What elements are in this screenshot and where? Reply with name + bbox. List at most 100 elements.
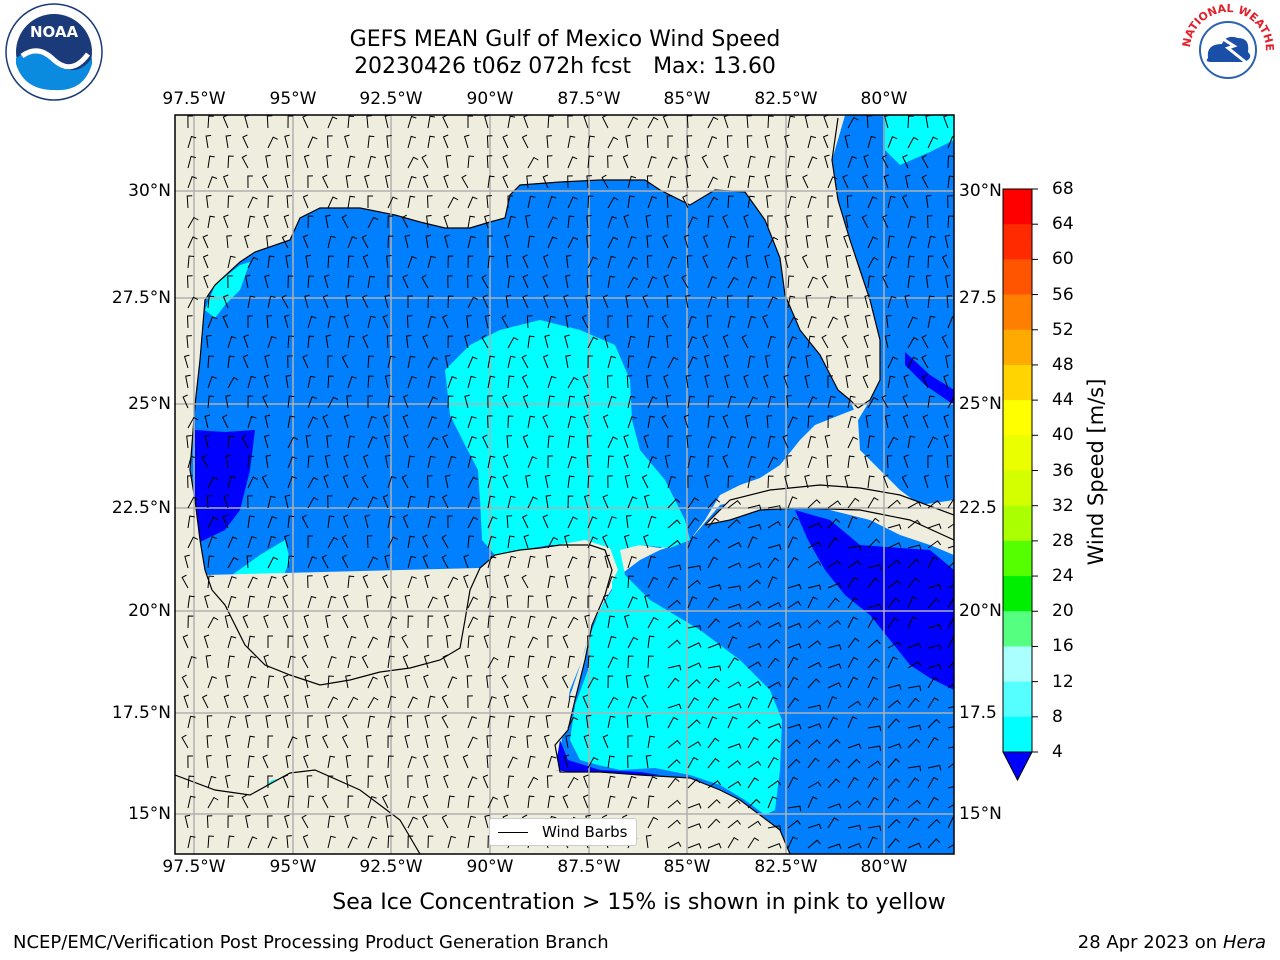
colorbar-segment <box>1003 470 1032 507</box>
wind-barb <box>545 494 552 509</box>
wind-barb <box>927 523 942 529</box>
wind-barb <box>502 134 509 149</box>
wind-barb <box>682 194 689 209</box>
wind-barb <box>442 434 449 449</box>
wind-barb <box>627 575 634 589</box>
wind-barb <box>767 756 779 769</box>
wind-barb <box>643 434 650 449</box>
wind-barb <box>245 714 251 729</box>
wind-barb <box>627 655 634 669</box>
wind-barb <box>567 196 578 209</box>
wind-barb <box>827 518 841 529</box>
wind-barb <box>463 134 470 149</box>
wind-barb <box>882 474 889 489</box>
wind-barb <box>807 499 821 509</box>
wind-barb <box>722 334 729 349</box>
wind-barb <box>407 696 418 709</box>
wind-barb <box>187 515 195 529</box>
wind-barb <box>206 715 213 729</box>
footer-credit: NCEP/EMC/Verification Post Processing Pr… <box>13 932 609 953</box>
wind-barb <box>482 774 489 789</box>
wind-barb <box>284 494 291 509</box>
wind-barb <box>263 614 269 629</box>
wind-barb <box>827 778 841 789</box>
wind-barb <box>547 435 555 449</box>
wind-barb <box>507 735 516 749</box>
wind-barb <box>522 394 529 409</box>
wind-barb <box>807 396 818 409</box>
wind-barb <box>587 595 593 608</box>
wind-barb <box>267 495 276 509</box>
wind-barb <box>367 216 379 229</box>
wind-barb <box>707 196 719 209</box>
wind-barb <box>807 522 822 529</box>
wind-barb <box>707 584 722 590</box>
wind-barb <box>282 674 289 689</box>
wind-barb <box>844 474 850 489</box>
graticule <box>175 115 954 854</box>
wind-barb <box>547 115 554 129</box>
wind-barb <box>547 755 557 769</box>
wind-barb <box>243 234 250 249</box>
wind-barb <box>245 814 251 829</box>
wind-barb <box>607 715 616 729</box>
wind-barb <box>587 336 599 349</box>
wind-barb <box>707 435 717 449</box>
wind-barb <box>407 795 416 809</box>
wind-barb <box>422 554 429 569</box>
map-border <box>174 114 955 855</box>
wind-barb <box>267 836 278 849</box>
wind-barb <box>545 594 552 609</box>
colorbar-extend <box>1002 751 1033 782</box>
wind-barb <box>247 395 254 409</box>
wind-barb <box>686 135 693 149</box>
wind-barb <box>921 174 929 189</box>
wind-barb <box>687 719 701 729</box>
wind-barb <box>827 195 833 208</box>
wind-barb <box>647 515 657 529</box>
colorbar-tick: 32 <box>1052 495 1074 516</box>
wind-barb <box>947 843 954 849</box>
wind-barb <box>807 195 817 209</box>
wind-barb <box>927 295 935 309</box>
wind-barb <box>607 136 619 149</box>
wind-barb <box>467 296 479 309</box>
wind-barb <box>302 834 309 849</box>
wind-barb <box>847 156 857 169</box>
wind-barb <box>643 494 650 509</box>
wind-barb <box>443 774 449 789</box>
lat-tick-left: 15°N <box>128 804 171 824</box>
wind-barb <box>667 435 674 449</box>
wind-barb <box>367 355 374 369</box>
wind-barb <box>847 777 859 789</box>
wind-barb <box>247 455 255 469</box>
wind-barb <box>927 838 941 849</box>
wind-barb <box>747 155 756 169</box>
wind-barb <box>567 716 579 729</box>
wind-barb <box>607 375 613 389</box>
wind-barb <box>467 695 473 709</box>
wind-barb <box>687 356 698 369</box>
wind-barb <box>205 134 212 149</box>
wind-barb <box>487 715 496 729</box>
wind-barb <box>422 334 429 349</box>
wind-barb <box>862 174 869 189</box>
wind-barb <box>727 716 738 729</box>
wind-barb <box>507 355 516 369</box>
wind-barb <box>527 195 536 209</box>
wind-barb <box>647 276 658 289</box>
legend-line <box>498 832 528 833</box>
wind-barb <box>403 394 409 409</box>
wind-barb <box>367 415 377 429</box>
wind-barb <box>747 355 756 369</box>
wind-barb <box>746 135 753 149</box>
wind-barb <box>447 835 457 849</box>
wind-barb <box>747 696 758 709</box>
wind-barb <box>927 677 939 689</box>
wind-barb <box>927 697 939 709</box>
wind-barb <box>202 254 209 269</box>
wind-barb <box>183 694 189 709</box>
wind-barb <box>627 696 638 709</box>
wind-barb <box>787 115 796 129</box>
wind-barb <box>667 175 676 189</box>
